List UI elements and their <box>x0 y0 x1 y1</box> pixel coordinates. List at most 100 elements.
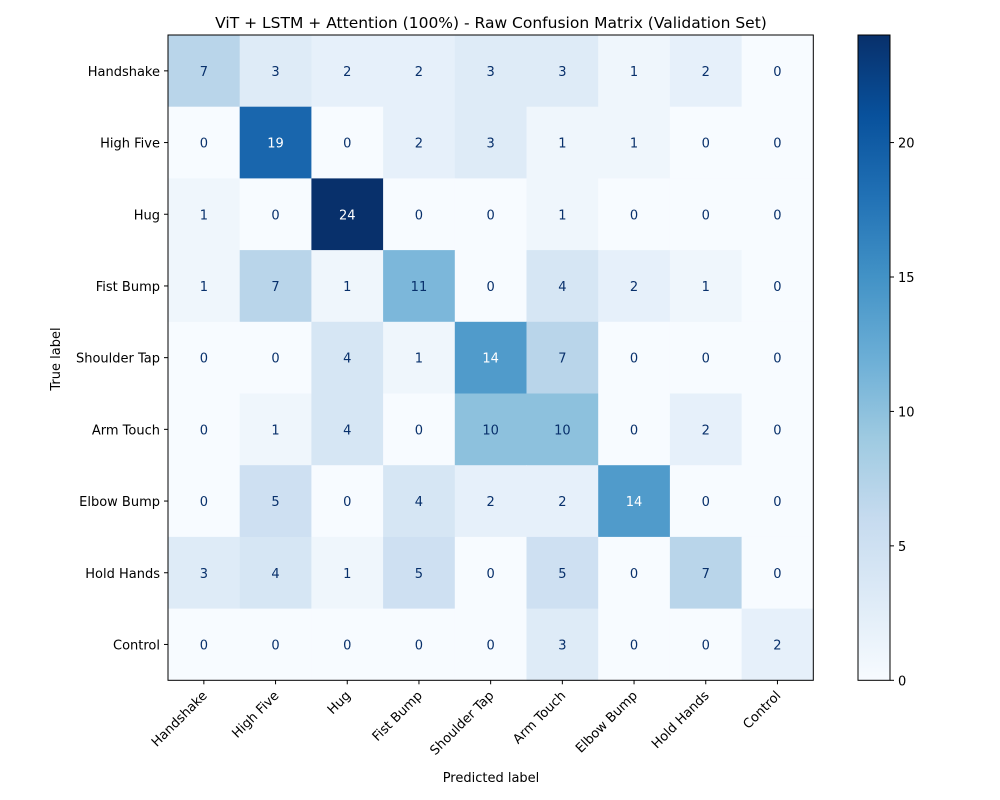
cell-value-label: 1 <box>630 65 638 80</box>
cell-value-label: 0 <box>630 638 638 653</box>
matrix-cell <box>526 465 599 538</box>
matrix-cell <box>669 321 743 394</box>
matrix-cell <box>168 178 241 251</box>
cell-value-label: 3 <box>558 65 566 80</box>
matrix-cell <box>168 321 241 394</box>
cell-value-label: 2 <box>558 495 566 510</box>
cell-value-label: 0 <box>630 567 638 582</box>
x-tick-label: Control <box>740 689 784 733</box>
matrix-cell <box>669 393 743 466</box>
cell-value-label: 7 <box>558 352 566 367</box>
cell-value-label: 7 <box>271 280 279 295</box>
matrix-cell <box>741 536 814 610</box>
cell-value-label: 0 <box>773 280 781 295</box>
y-tick-label: Hug <box>134 208 160 223</box>
cell-value-label: 4 <box>343 352 351 367</box>
matrix-cell <box>741 106 814 179</box>
cell-value-label: 1 <box>200 208 208 223</box>
matrix-cell <box>383 106 456 179</box>
cell-value-label: 0 <box>702 137 710 152</box>
matrix-cell <box>168 106 241 179</box>
matrix-cell <box>168 465 241 538</box>
cell-value-label: 4 <box>558 280 566 295</box>
y-tick-label: Handshake <box>88 65 160 80</box>
matrix-cell <box>598 178 671 251</box>
cell-value-label: 5 <box>558 567 566 582</box>
matrix-cell <box>741 465 814 538</box>
colorbar-tick-label: 0 <box>898 674 906 689</box>
y-tick-label: Hold Hands <box>85 567 160 582</box>
cell-value-label: 0 <box>200 495 208 510</box>
matrix-cell <box>741 393 814 466</box>
matrix-cell <box>311 106 384 179</box>
x-tick-label: Handshake <box>149 689 211 751</box>
matrix-cell <box>239 393 312 466</box>
matrix-cell-labels: 7 3 2 2 3 3 1 2 00 19 0 2 3 1 1 0 01 0 24 0 0 1 0 0 01 7 1 11 0 4 2 1 00… <box>200 65 782 654</box>
matrix-cell <box>598 608 671 681</box>
matrix-cell <box>598 321 671 394</box>
cell-value-label: 2 <box>343 65 351 80</box>
matrix-cell <box>598 393 671 466</box>
cell-value-label: 2 <box>487 495 495 510</box>
cell-value-label: 1 <box>630 137 638 152</box>
cell-value-label: 0 <box>773 137 781 152</box>
y-tick-label: High Five <box>100 137 160 152</box>
cell-value-label: 0 <box>773 352 781 367</box>
matrix-cell <box>526 536 599 610</box>
cell-value-label: 19 <box>267 137 284 152</box>
matrix-cell <box>168 608 241 681</box>
matrix-cell <box>311 178 384 251</box>
colorbar-tick-label: 5 <box>898 540 906 555</box>
cell-value-label: 0 <box>487 208 495 223</box>
cell-value-label: 0 <box>773 208 781 223</box>
matrix-cell <box>454 465 527 538</box>
cell-value-label: 0 <box>343 638 351 653</box>
cell-value-label: 4 <box>343 423 351 438</box>
matrix-cell <box>454 178 527 251</box>
matrix-cell <box>526 321 599 394</box>
cell-value-label: 3 <box>271 65 279 80</box>
matrix-cell <box>168 35 241 108</box>
cell-value-label: 1 <box>702 280 710 295</box>
cell-value-label: 0 <box>200 423 208 438</box>
matrix-cell <box>168 536 241 610</box>
matrix-cell <box>383 321 456 394</box>
cell-value-label: 2 <box>415 65 423 80</box>
cell-value-label: 1 <box>558 208 566 223</box>
cell-value-label: 0 <box>271 638 279 653</box>
matrix-cell <box>311 608 384 681</box>
matrix-cell <box>383 178 456 251</box>
matrix-cell <box>239 250 312 323</box>
matrix-cell <box>454 536 527 610</box>
cell-value-label: 0 <box>343 495 351 510</box>
matrix-cell <box>741 35 814 108</box>
y-tick-label: Shoulder Tap <box>76 352 160 367</box>
cell-value-label: 2 <box>415 137 423 152</box>
matrix-cell <box>383 393 456 466</box>
y-tick-label: Control <box>113 638 160 653</box>
matrix-cell <box>526 250 599 323</box>
cell-value-label: 2 <box>702 423 710 438</box>
y-tick-label: Fist Bump <box>96 280 160 295</box>
colorbar-tick-label: 20 <box>898 137 915 152</box>
matrix-cell <box>311 250 384 323</box>
cell-value-label: 10 <box>482 423 499 438</box>
colorbar <box>857 34 891 681</box>
matrix-cell <box>454 106 527 179</box>
matrix-cell <box>598 106 671 179</box>
cell-value-label: 0 <box>702 638 710 653</box>
cell-value-label: 1 <box>343 280 351 295</box>
cell-value-label: 0 <box>415 638 423 653</box>
cell-value-label: 1 <box>415 352 423 367</box>
cell-value-label: 1 <box>343 567 351 582</box>
cell-value-label: 0 <box>200 352 208 367</box>
cell-value-label: 0 <box>271 352 279 367</box>
cell-value-label: 2 <box>630 280 638 295</box>
cell-value-label: 3 <box>558 638 566 653</box>
x-axis-label: Predicted label <box>443 771 540 786</box>
x-tick-label: Shoulder Tap <box>427 689 497 759</box>
matrix-cell <box>239 608 312 681</box>
x-tick-label: Fist Bump <box>370 689 426 745</box>
matrix-cell <box>239 536 312 610</box>
matrix-cell <box>454 35 527 108</box>
